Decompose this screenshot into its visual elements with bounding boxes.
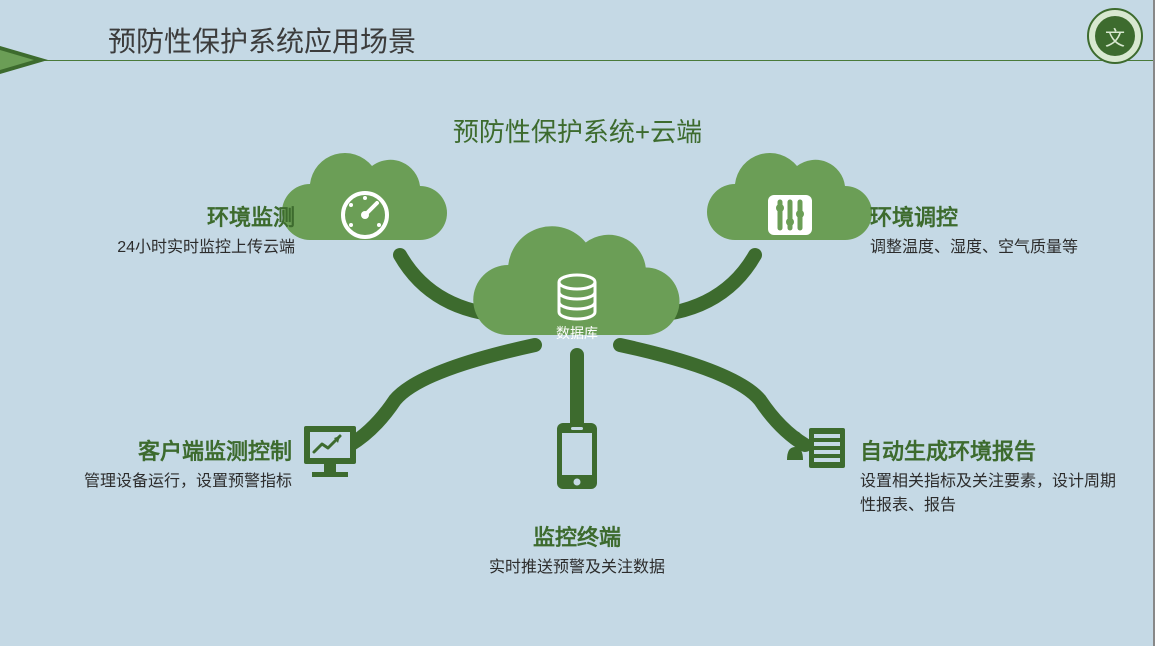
report-title: 自动生成环境报告 (860, 434, 1130, 466)
client-control-label: 客户端监测控制 管理设备运行，设置预警指标 (22, 434, 292, 494)
env-monitor-title: 环境监测 (55, 200, 295, 232)
report-icon (787, 428, 845, 468)
header-divider (0, 60, 1155, 61)
architecture-diagram: 数据库 环境监测 2 (0, 150, 1155, 640)
page-title: 预防性保护系统应用场景 (108, 20, 416, 60)
env-monitor-label: 环境监测 24小时实时监控上传云端 (55, 200, 295, 260)
env-monitor-desc: 24小时实时监控上传云端 (55, 236, 295, 260)
env-monitor-cloud (282, 153, 447, 240)
smartphone-icon (557, 423, 597, 489)
database-label: 数据库 (556, 326, 598, 342)
database-cloud: 数据库 (473, 226, 679, 342)
terminal-desc: 实时推送预警及关注数据 (400, 556, 754, 580)
report-label: 自动生成环境报告 设置相关指标及关注要素，设计周期性报表、报告 (860, 434, 1130, 518)
sliders-icon (768, 195, 812, 235)
env-control-title: 环境调控 (870, 200, 1078, 232)
report-desc: 设置相关指标及关注要素，设计周期性报表、报告 (860, 470, 1130, 518)
brand-logo: 文 (1087, 8, 1143, 64)
terminal-title: 监控终端 (400, 520, 754, 552)
diagram-subtitle: 预防性保护系统+云端 (0, 112, 1155, 149)
monitor-chart-icon (304, 426, 356, 477)
env-control-desc: 调整温度、湿度、空气质量等 (870, 236, 1078, 260)
env-control-cloud (707, 153, 872, 240)
terminal-label: 监控终端 实时推送预警及关注数据 (400, 520, 754, 580)
env-control-label: 环境调控 调整温度、湿度、空气质量等 (870, 200, 1078, 260)
client-control-title: 客户端监测控制 (22, 434, 292, 466)
client-control-desc: 管理设备运行，设置预警指标 (22, 470, 292, 494)
header-arrow-inner (0, 50, 34, 70)
brand-logo-glyph: 文 (1095, 16, 1135, 56)
